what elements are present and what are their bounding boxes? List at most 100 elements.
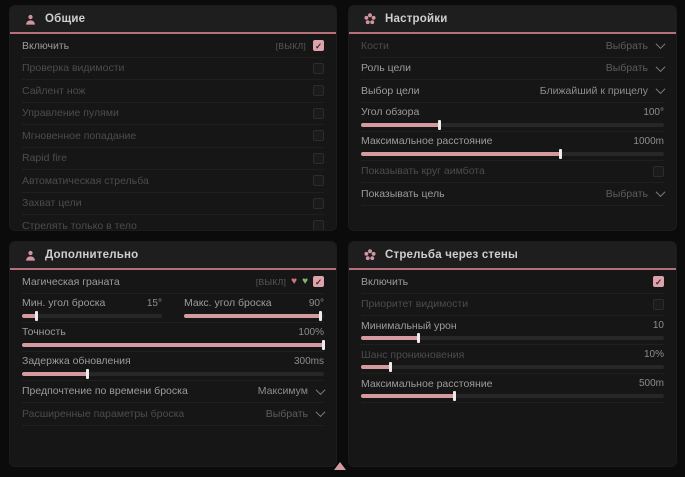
checkbox[interactable]	[313, 220, 324, 230]
max-angle-slider[interactable]	[184, 310, 324, 321]
wall-max-distance-slider[interactable]	[361, 391, 664, 401]
checkbox[interactable]	[653, 276, 664, 288]
checkbox[interactable]	[653, 165, 664, 177]
toggle-label: Показывать круг аимбота	[361, 165, 485, 178]
slider-value: 10%	[643, 349, 664, 360]
toggle-label: Включить	[22, 39, 70, 52]
checkbox[interactable]	[653, 298, 664, 310]
dropdown-value: Выбрать	[605, 62, 648, 75]
dropdown-label: Роль цели	[361, 62, 412, 75]
panel-wallbang-header: Стрельба через стены	[349, 242, 676, 270]
checkbox[interactable]	[313, 85, 324, 97]
dropdown-value: Выбрать	[605, 39, 648, 52]
heart-icon-pink[interactable]: ♥	[291, 275, 298, 287]
dropdown-label: Показывать цель	[361, 187, 445, 200]
dropdown-row-throw-time: Предпочтение по времени броска Максимум	[22, 381, 326, 403]
min-angle-slider[interactable]	[22, 310, 162, 321]
slider-value: 15°	[146, 297, 162, 309]
person-icon	[25, 14, 36, 25]
panel-grid: Общие Включить [ВЫКЛ] Проверка видимости…	[10, 6, 676, 466]
toggle-label: Захват цели	[22, 197, 82, 210]
panel-wallbang: Стрельба через стены Включить Приоритет …	[349, 242, 676, 466]
slider-handle[interactable]	[35, 310, 39, 321]
toggle-row-show-fov-circle: Показывать круг аимбота	[361, 161, 664, 183]
keybind-state: [ВЫКЛ]	[275, 40, 306, 51]
dropdown-row-advanced-params: Расширенные параметры броска Выбрать	[22, 403, 326, 426]
slider-row-min-damage: Минимальный урон 10	[361, 316, 664, 345]
slider-label: Мин. угол броска	[22, 297, 106, 309]
toggle-row-enable: Включить [ВЫКЛ]	[22, 35, 324, 58]
checkbox[interactable]	[313, 197, 324, 209]
slider-label: Макс. угол броска	[184, 297, 272, 309]
slider-handle[interactable]	[416, 333, 420, 343]
panel-settings: Настройки Кости Выбрать Роль цели Выбрат…	[349, 6, 676, 230]
chevron-down-icon	[655, 61, 666, 72]
slider-row-min-angle: Мин. угол броска 15°	[22, 294, 162, 322]
toggle-label: Сайлент нож	[22, 84, 86, 97]
panel-title: Общие	[45, 13, 86, 25]
checkbox[interactable]	[313, 175, 324, 187]
checkbox[interactable]	[313, 152, 324, 164]
toggle-label: Проверка видимости	[22, 62, 125, 75]
accuracy-slider[interactable]	[22, 339, 325, 350]
toggle-label: Rapid fire	[22, 152, 67, 165]
checkbox[interactable]	[313, 130, 324, 142]
slider-value: 300ms	[293, 355, 324, 367]
slider-handle[interactable]	[558, 148, 562, 159]
slider-handle[interactable]	[319, 310, 323, 321]
chevron-down-icon	[655, 187, 666, 198]
target-role-dropdown[interactable]: Выбрать	[605, 61, 666, 75]
slider-row-penetration-chance: Шанс проникновения 10%	[361, 345, 664, 374]
chevron-down-icon	[655, 84, 666, 95]
slider-row-max-angle: Макс. угол броска 90°	[184, 294, 324, 322]
toggle-row-instant-hit: Мгновенное попадание	[22, 125, 324, 148]
panel-additional-header: Дополнительно	[10, 242, 336, 270]
advanced-params-dropdown[interactable]: Выбрать	[266, 407, 326, 420]
checkbox[interactable]	[313, 40, 324, 52]
slider-handle[interactable]	[322, 339, 325, 350]
toggle-row-visibility-check: Проверка видимости	[22, 58, 324, 80]
slider-label: Задержка обновления	[22, 355, 131, 367]
toggle-row-magic-grenade: Магическая граната [ВЫКЛ] ♥ ♥	[22, 271, 324, 294]
slider-row-max-distance: Максимальное расстояние 1000m	[361, 132, 664, 161]
heart-icon-green[interactable]: ♥	[302, 275, 308, 287]
slider-handle[interactable]	[437, 119, 441, 130]
fov-slider[interactable]	[361, 119, 664, 130]
min-damage-slider[interactable]	[361, 333, 664, 343]
slider-handle[interactable]	[452, 391, 456, 401]
checkbox[interactable]	[313, 276, 324, 288]
toggle-row-silent: Сайлент нож	[22, 80, 324, 103]
show-target-dropdown[interactable]: Выбрать	[606, 187, 666, 200]
dropdown-label: Кости	[361, 39, 389, 52]
update-delay-slider[interactable]	[22, 368, 324, 379]
toggle-label: Включить	[361, 275, 409, 288]
dual-slider-row: Мин. угол броска 15° Макс. угол броска 9…	[22, 294, 324, 323]
max-distance-slider[interactable]	[361, 148, 664, 159]
checkbox[interactable]	[313, 107, 324, 119]
throw-time-dropdown[interactable]: Максимум	[258, 384, 326, 397]
penetration-chance-slider[interactable]	[361, 362, 664, 372]
bones-dropdown[interactable]: Выбрать	[605, 39, 666, 52]
flower-icon	[364, 249, 376, 261]
checkbox[interactable]	[313, 62, 324, 74]
slider-handle[interactable]	[389, 362, 393, 372]
dropdown-row-bones: Кости Выбрать	[361, 35, 666, 58]
dropdown-row-show-target: Показывать цель Выбрать	[361, 183, 666, 206]
toggle-row-visibility-priority: Приоритет видимости	[361, 294, 664, 316]
panel-title: Настройки	[385, 13, 448, 25]
slider-row-update-delay: Задержка обновления 300ms	[22, 352, 324, 381]
toggle-label: Автоматическая стрельба	[22, 174, 149, 187]
slider-row-fov: Угол обзора 100°	[361, 103, 664, 132]
person-icon	[25, 250, 36, 261]
slider-label: Точность	[22, 326, 66, 338]
slider-label: Угол обзора	[361, 106, 420, 118]
slider-value: 500m	[638, 378, 664, 389]
panel-settings-header: Настройки	[349, 6, 676, 34]
slider-handle[interactable]	[86, 368, 90, 379]
pointer-arrow-icon	[334, 462, 346, 470]
toggle-row-rapid-fire: Rapid fire	[22, 148, 324, 170]
target-select-dropdown[interactable]: Ближайший к прицелу	[540, 84, 666, 97]
toggle-label: Управление пулями	[22, 107, 119, 120]
slider-label: Максимальное расстояние	[361, 135, 493, 147]
slider-label: Максимальное расстояние	[361, 377, 493, 390]
